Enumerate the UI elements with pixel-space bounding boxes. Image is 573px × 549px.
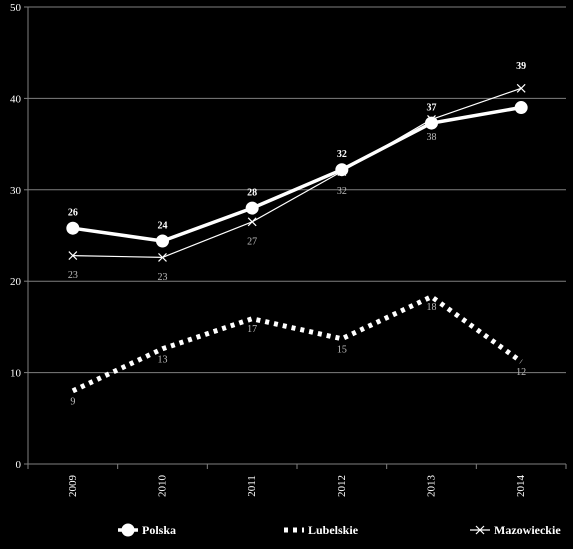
data-label-mazowieckie: 32	[337, 186, 347, 197]
point-mazowieckie	[68, 251, 78, 261]
data-label-mazowieckie: 23	[68, 270, 78, 281]
legend-label: Polska	[142, 523, 176, 537]
x-tick-label: 2012	[336, 475, 348, 497]
data-label-lubelskie: 12	[516, 367, 526, 378]
x-tick-label: 2011	[246, 475, 258, 497]
point-polska	[66, 221, 80, 235]
data-label-polska: 26	[68, 208, 78, 219]
data-label-lubelskie: 13	[158, 354, 168, 365]
series-lines	[66, 83, 528, 394]
point-polska	[514, 101, 528, 115]
point-mazowieckie	[337, 167, 347, 176]
y-tick-label: 20	[10, 276, 22, 288]
x-tick-label: 2013	[426, 475, 438, 498]
legend-label: Lubelskie	[308, 523, 359, 537]
data-label-lubelskie: 9	[70, 396, 75, 407]
legend-marker	[121, 523, 135, 537]
legend-item-lubelskie: Lubelskie	[284, 523, 359, 537]
data-label-lubelskie: 17	[247, 324, 257, 335]
data-label-mazowieckie: 23	[158, 272, 168, 283]
data-label-polska: 28	[247, 188, 257, 199]
point-polska	[156, 234, 169, 248]
data-label-mazowieckie: 27	[247, 236, 257, 247]
data-label-polska: 32	[337, 149, 347, 160]
data-label-polska: 24	[158, 220, 168, 231]
x-tick-label: 2010	[157, 475, 169, 498]
series-line-mazowieckie	[72, 87, 522, 258]
point-mazowieckie	[247, 217, 257, 227]
legend: Polska Lubelskie Mazowieckie	[118, 523, 561, 537]
x-tick-label: 2009	[67, 475, 79, 498]
y-tick-label: 10	[10, 368, 22, 380]
data-label-polska: 37	[427, 103, 437, 114]
point-mazowieckie	[427, 114, 436, 124]
y-tick-label: 0	[16, 459, 22, 471]
point-mazowieckie	[158, 253, 167, 262]
data-label-polska: 39	[516, 61, 526, 72]
legend-item-mazowieckie: Mazowieckie	[470, 523, 561, 537]
data-label-lubelskie: 15	[337, 344, 347, 355]
legend-label: Mazowieckie	[494, 523, 561, 537]
data-label-mazowieckie: 38	[427, 132, 437, 143]
point-mazowieckie	[516, 83, 526, 93]
axes: 0 10 20 30 40 50 2009 2010 2011 2012 2013 2014	[10, 2, 567, 498]
y-tick-label: 50	[10, 2, 22, 14]
y-tick-label: 40	[10, 93, 22, 105]
y-tick-label: 30	[10, 185, 22, 197]
legend-item-polska: Polska	[118, 523, 176, 537]
data-label-lubelskie: 18	[427, 302, 437, 313]
series-line-lubelskie	[71, 294, 523, 394]
legend-marker	[475, 525, 485, 535]
data-labels: 26242832373991317151812232327323841	[68, 61, 526, 407]
x-tick-label: 2014	[515, 475, 527, 498]
point-polska	[245, 201, 259, 215]
series-line-polska	[72, 105, 522, 243]
